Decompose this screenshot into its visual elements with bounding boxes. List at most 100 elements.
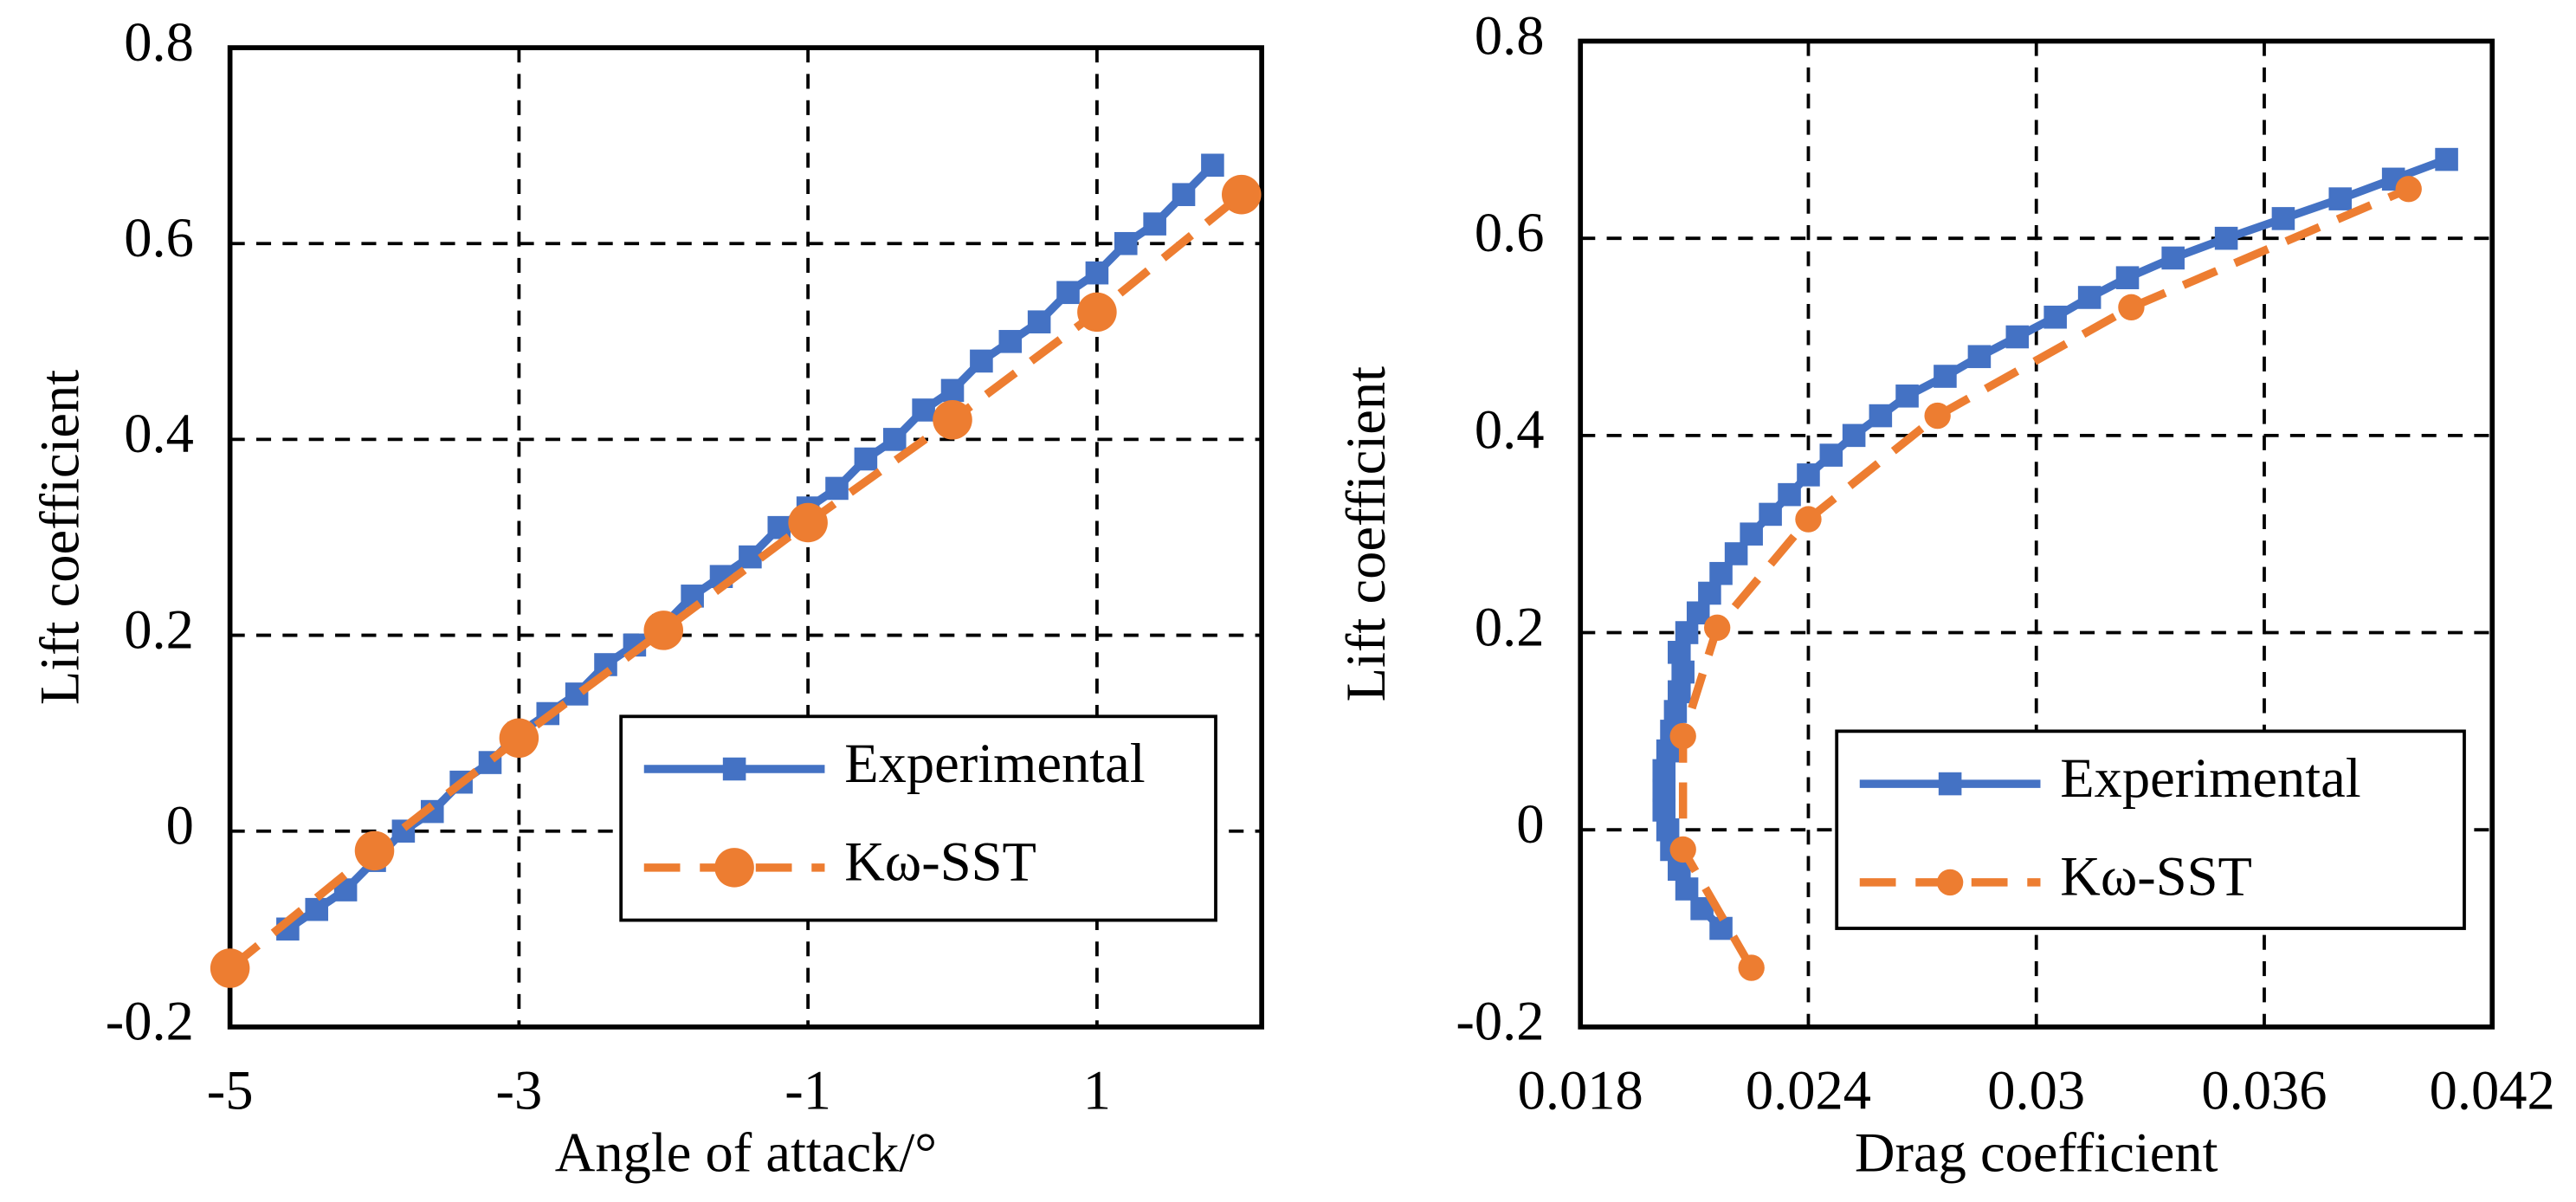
marker xyxy=(912,398,935,422)
x-axis-label: Drag coefficient xyxy=(1855,1121,2218,1183)
marker xyxy=(825,476,849,501)
marker xyxy=(1077,292,1117,333)
x-tick-label: -1 xyxy=(784,1059,831,1121)
x-tick-label: 0.018 xyxy=(1518,1059,1643,1121)
marker xyxy=(2043,305,2067,329)
legend-label: Experimental xyxy=(844,733,1145,794)
marker xyxy=(722,757,746,781)
marker xyxy=(1895,385,1919,408)
marker xyxy=(970,349,993,373)
x-tick-label: 0.042 xyxy=(2430,1059,2555,1121)
legend-label: Kω-SST xyxy=(2060,846,2252,908)
y-tick-label: 0.4 xyxy=(124,403,194,464)
marker xyxy=(1027,310,1051,333)
marker xyxy=(1724,542,1748,565)
legend-label: Experimental xyxy=(2060,747,2360,809)
x-tick-label: 1 xyxy=(1083,1059,1111,1121)
y-tick-label: -0.2 xyxy=(1456,991,1544,1052)
marker xyxy=(854,447,878,471)
plot-frame xyxy=(227,45,1264,1030)
marker xyxy=(1143,212,1166,236)
marker xyxy=(1056,281,1080,305)
marker xyxy=(1201,153,1224,178)
marker xyxy=(499,718,539,759)
y-tick-label: 0.6 xyxy=(1475,202,1545,263)
x-tick-label: 0.03 xyxy=(1987,1059,2085,1121)
marker xyxy=(1222,174,1262,215)
marker xyxy=(1842,423,1866,448)
marker xyxy=(1778,482,1801,507)
marker xyxy=(1675,877,1699,901)
marker xyxy=(2161,246,2185,270)
y-tick-label: -0.2 xyxy=(106,991,194,1052)
marker xyxy=(1698,581,1721,605)
x-tick-label: 0.024 xyxy=(1746,1059,1871,1121)
legend-box xyxy=(1835,729,2466,930)
marker xyxy=(1686,601,1710,625)
marker xyxy=(1967,345,1992,369)
y-tick-label: 0.4 xyxy=(1475,399,1545,461)
marker xyxy=(1795,506,1822,533)
y-tick-label: 0.6 xyxy=(124,207,194,268)
marker xyxy=(788,502,828,543)
marker xyxy=(1703,614,1731,642)
marker xyxy=(1652,798,1676,822)
marker xyxy=(1869,404,1893,428)
marker xyxy=(2395,176,2422,203)
marker xyxy=(1740,522,1763,546)
legend-box xyxy=(619,714,1217,922)
marker xyxy=(998,330,1023,353)
x-tick-label: -3 xyxy=(496,1059,543,1121)
marker xyxy=(1738,954,1765,981)
marker xyxy=(305,897,329,921)
y-tick-label: 0.2 xyxy=(124,598,194,660)
y-tick-label: 0 xyxy=(1516,793,1544,855)
series-line xyxy=(1678,184,2411,970)
marker xyxy=(1652,759,1676,783)
marker xyxy=(1669,722,1696,750)
marker xyxy=(2214,226,2238,250)
marker xyxy=(1669,836,1696,863)
marker xyxy=(1652,779,1676,802)
marker xyxy=(1085,261,1109,285)
x-axis-label: Angle of attack/° xyxy=(555,1121,937,1183)
x-tick-label: -5 xyxy=(207,1059,254,1121)
marker xyxy=(882,428,907,451)
y-tick-label: 0.2 xyxy=(1475,596,1545,657)
series-line xyxy=(227,191,1244,972)
marker xyxy=(1668,680,1691,704)
marker xyxy=(1709,561,1733,585)
marker xyxy=(714,848,754,888)
marker xyxy=(2005,325,2030,349)
marker xyxy=(2077,286,2101,309)
marker xyxy=(1671,660,1695,684)
marker xyxy=(1936,869,1964,896)
marker xyxy=(940,378,965,403)
y-tick-label: 0 xyxy=(166,795,194,856)
y-axis-label: Lift coefficient xyxy=(1335,366,1397,701)
legend-label: Kω-SST xyxy=(844,831,1036,893)
plot-frame xyxy=(1578,38,2495,1030)
marker xyxy=(1663,700,1688,723)
marker xyxy=(1172,183,1196,206)
marker xyxy=(354,830,395,871)
marker xyxy=(1675,621,1699,644)
marker xyxy=(210,948,250,988)
x-tick-label: 0.036 xyxy=(2201,1059,2327,1121)
marker xyxy=(1759,502,1782,527)
marker xyxy=(643,611,684,650)
marker xyxy=(2115,266,2140,289)
marker xyxy=(933,400,972,440)
marker xyxy=(739,545,762,569)
marker xyxy=(2435,147,2458,171)
marker xyxy=(1656,817,1680,842)
marker xyxy=(1819,443,1843,467)
y-tick-label: 0.8 xyxy=(1475,4,1545,66)
marker xyxy=(1668,641,1691,664)
y-tick-label: 0.8 xyxy=(124,11,194,73)
marker xyxy=(2271,207,2295,230)
marker xyxy=(2118,294,2145,321)
marker xyxy=(1797,463,1820,487)
